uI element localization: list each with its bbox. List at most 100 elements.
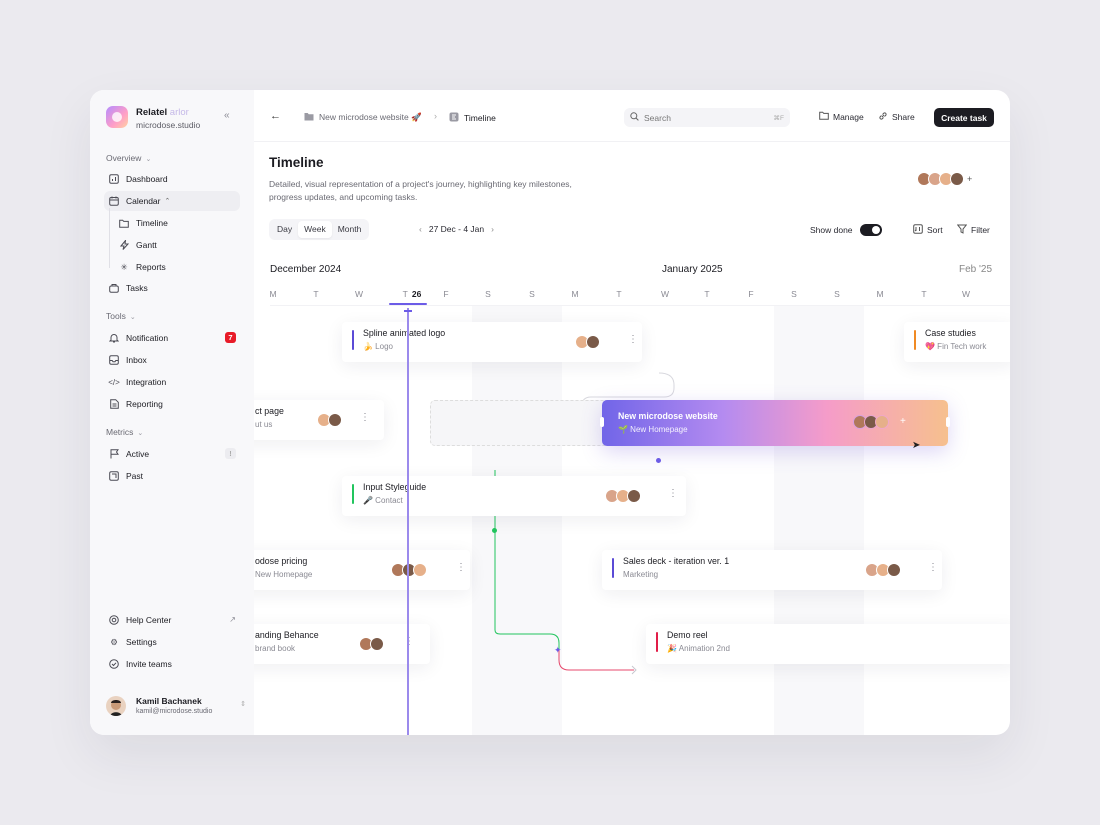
task-card[interactable]: anding Behance brand book ⋮	[254, 624, 430, 664]
sidebar-item-label: Active	[126, 449, 150, 459]
sidebar: Relatel arlor microdose.studio « Overvie…	[90, 90, 254, 735]
user-email: kamil@microdose.studio	[136, 708, 213, 715]
task-card-selected[interactable]: New microdose website 🌱 New Homepage +	[600, 400, 950, 446]
task-subtitle: 🎉 Animation 2nd	[667, 644, 730, 653]
task-color-bar	[612, 558, 614, 578]
sidebar-item-integration[interactable]: </> Integration	[104, 372, 240, 392]
back-arrow-icon[interactable]: ←	[270, 110, 281, 122]
user-profile[interactable]: Kamil Bachanek kamil@microdose.studio ⇕	[106, 694, 246, 720]
collapse-sidebar-icon[interactable]: «	[224, 110, 230, 121]
task-card[interactable]: Sales deck - iteration ver. 1 Marketing …	[602, 550, 942, 590]
view-day[interactable]: Day	[277, 224, 293, 234]
current-time-line	[407, 308, 409, 735]
show-done-toggle[interactable]: Show done	[810, 224, 882, 236]
document-icon	[108, 398, 120, 410]
task-avatars	[865, 563, 901, 577]
sidebar-item-label: Notification	[126, 333, 169, 343]
current-time-cap	[404, 310, 412, 312]
section-overview[interactable]: Overview ⌄	[106, 153, 152, 163]
section-tools[interactable]: Tools ⌄	[106, 311, 136, 321]
create-task-button[interactable]: Create task	[934, 108, 994, 127]
task-card[interactable]: odose pricing New Homepage ⋮	[254, 550, 470, 590]
task-card[interactable]: Spline animated logo 🍌 Logo ⋮	[342, 322, 642, 362]
filter-button[interactable]: Filter	[956, 224, 990, 236]
avatar	[328, 413, 342, 427]
task-color-bar	[352, 330, 354, 350]
sidebar-item-timeline[interactable]: Timeline	[114, 213, 234, 233]
task-card[interactable]: Case studies 💖 Fin Tech work	[904, 322, 1010, 362]
check-circle-icon	[108, 658, 120, 670]
sidebar-item-label: Calendar	[126, 196, 161, 206]
breadcrumb-timeline[interactable]: Timeline	[449, 112, 496, 124]
sidebar-item-active[interactable]: Active !	[104, 444, 240, 464]
code-icon: </>	[108, 377, 120, 387]
task-card[interactable]: Demo reel 🎉 Animation 2nd	[646, 624, 1010, 664]
day-label: W	[354, 289, 364, 299]
resize-handle-right[interactable]	[946, 417, 950, 427]
chevron-right-icon: ›	[434, 111, 437, 121]
workspace-switcher[interactable]: Relatel arlor microdose.studio «	[106, 104, 246, 134]
share-label: Share	[892, 112, 915, 122]
more-options-icon[interactable]: ⋮	[928, 562, 938, 573]
add-member-icon[interactable]: +	[967, 174, 973, 184]
breadcrumb-project[interactable]: New microdose website 🚀	[304, 112, 422, 123]
sidebar-item-reporting[interactable]: Reporting	[104, 394, 240, 414]
more-options-icon[interactable]: ⋮	[628, 334, 638, 345]
chevron-updown-icon: ⇕	[240, 701, 246, 708]
task-title: Input Styleguide	[363, 482, 427, 492]
day-label: W	[961, 289, 971, 299]
task-card[interactable]: ct page ut us ⋮	[254, 400, 384, 440]
sidebar-item-settings[interactable]: ⚙ Settings	[104, 632, 240, 652]
sidebar-item-help-center[interactable]: Help Center ↗	[104, 610, 240, 630]
resize-handle-left[interactable]	[600, 417, 604, 427]
sidebar-item-inbox[interactable]: Inbox	[104, 350, 240, 370]
view-month[interactable]: Month	[337, 224, 362, 234]
sidebar-item-gantt[interactable]: Gantt	[114, 235, 234, 255]
sidebar-item-calendar[interactable]: Calendar ⌃	[104, 191, 240, 211]
sidebar-item-dashboard[interactable]: Dashboard	[104, 169, 240, 189]
header-divider	[270, 305, 1010, 306]
day-label: S	[485, 289, 491, 299]
workspace-logo	[106, 106, 128, 128]
more-options-icon[interactable]: ⋮	[360, 412, 370, 423]
page-title: Timeline	[269, 155, 324, 170]
sidebar-item-label: Gantt	[136, 240, 157, 250]
dependency-node[interactable]	[656, 458, 661, 463]
filter-icon	[956, 224, 968, 236]
sidebar-item-label: Inbox	[126, 355, 147, 365]
toggle-switch[interactable]	[859, 224, 882, 236]
sort-icon	[913, 224, 923, 236]
task-subtitle: 💖 Fin Tech work	[925, 342, 987, 351]
user-name: Kamil Bachanek	[136, 696, 202, 706]
sidebar-item-invite-teams[interactable]: Invite teams	[104, 654, 240, 674]
task-avatars	[317, 413, 342, 427]
task-color-bar	[914, 330, 916, 350]
task-title: Case studies	[925, 328, 976, 338]
folder-icon	[118, 217, 130, 229]
more-options-icon[interactable]: ⋮	[668, 488, 678, 499]
manage-button[interactable]: Manage	[819, 111, 864, 122]
share-button[interactable]: Share	[878, 111, 915, 123]
search-input[interactable]: Search ⌘F	[624, 108, 790, 127]
add-assignee-icon[interactable]: +	[900, 416, 906, 427]
day-label: T	[616, 289, 622, 299]
task-subtitle: 🎤 Contact	[363, 496, 403, 505]
sort-button[interactable]: Sort	[913, 224, 943, 236]
section-metrics[interactable]: Metrics ⌄	[106, 427, 144, 437]
more-options-icon[interactable]: ⋮	[456, 562, 466, 573]
sidebar-item-reports[interactable]: ✳ Reports	[114, 257, 234, 277]
view-week[interactable]: Week	[298, 221, 332, 238]
sidebar-item-tasks[interactable]: Tasks	[104, 278, 240, 298]
chevron-right-icon[interactable]: ›	[491, 224, 494, 234]
dependency-node[interactable]	[492, 528, 497, 533]
link-icon	[878, 111, 888, 123]
sidebar-item-notification[interactable]: Notification 7	[104, 328, 240, 348]
avatar	[627, 489, 641, 503]
task-title: ct page	[255, 406, 284, 416]
chevron-left-icon[interactable]: ‹	[419, 224, 422, 234]
team-avatars[interactable]: +	[917, 172, 973, 186]
task-card[interactable]: Input Styleguide 🎤 Contact ⋮	[342, 476, 686, 516]
task-subtitle: brand book	[255, 644, 296, 653]
more-options-icon[interactable]: ⋮	[404, 636, 414, 647]
sidebar-item-past[interactable]: Past	[104, 466, 240, 486]
